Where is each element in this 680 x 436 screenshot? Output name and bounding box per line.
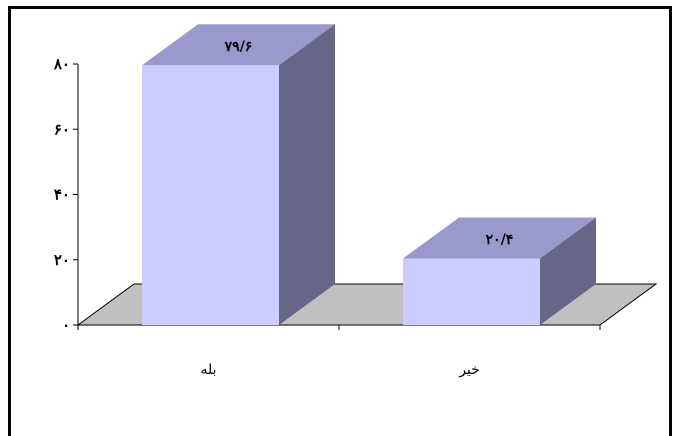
y-tick-label: ۴۰ — [54, 186, 70, 204]
category-label: خیر — [458, 362, 480, 378]
bar-side — [540, 217, 596, 325]
bar-front — [142, 65, 279, 326]
bar-2 — [403, 217, 596, 325]
bar-1 — [142, 24, 335, 326]
bars — [142, 24, 596, 326]
data-label: ۷۹/۶ — [224, 39, 253, 55]
bar-side — [279, 24, 335, 326]
y-tick-label: ۰ — [62, 316, 70, 334]
x-axis-ticks — [77, 325, 601, 330]
y-tick-label: ۲۰ — [54, 251, 70, 269]
data-label: ۲۰/۴ — [486, 232, 514, 248]
bar-top — [403, 217, 596, 259]
y-axis-ticks: ۰ ۲۰ ۴۰ ۶۰ ۸۰ — [53, 55, 78, 334]
bar-chart: ۰ ۲۰ ۴۰ ۶۰ ۸۰ ۷۹/۶ بله ۲۰/۴ خیر — [53, 24, 658, 378]
labels: ۷۹/۶ بله ۲۰/۴ خیر — [200, 39, 513, 378]
bar-front — [403, 258, 540, 325]
y-tick-label: ۸۰ — [53, 55, 70, 73]
bar-top — [142, 24, 335, 66]
category-label: بله — [200, 362, 216, 378]
y-tick-label: ۶۰ — [54, 120, 70, 138]
